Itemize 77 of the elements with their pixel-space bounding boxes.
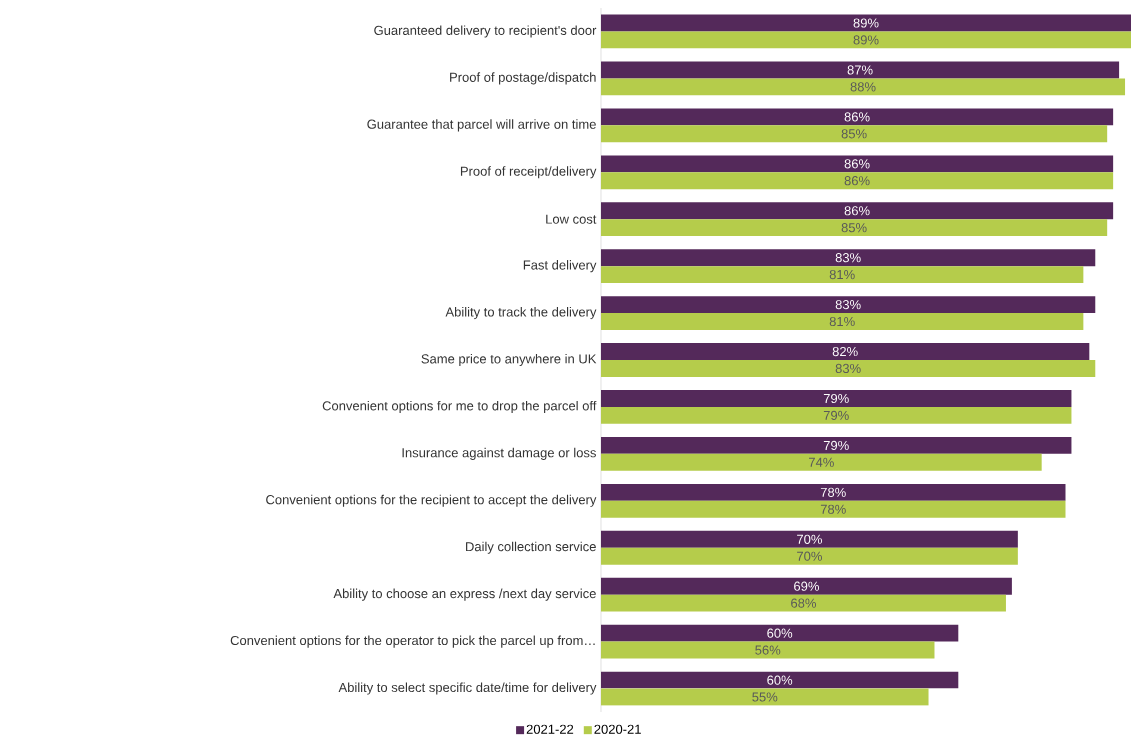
bar xyxy=(601,671,959,689)
data-label: 86% xyxy=(844,176,870,186)
y-tick-label: Guaranteed delivery to recipient's door xyxy=(374,25,597,38)
bar xyxy=(601,577,1012,595)
bar xyxy=(601,202,1114,220)
data-label: 89% xyxy=(853,35,879,45)
data-label: 88% xyxy=(850,82,876,92)
data-label: 86% xyxy=(844,206,870,216)
bar xyxy=(601,172,1114,190)
data-label: 86% xyxy=(844,112,870,122)
y-tick-label: Convenient options for the recipient to accept the delivery xyxy=(266,494,597,507)
y-tick-label: Ability to select specific date/time for delivery xyxy=(338,682,597,695)
y-tick-label: Low cost xyxy=(546,214,597,224)
data-label: 68% xyxy=(791,598,817,608)
legend-label: 2021-22 xyxy=(526,724,574,734)
bar xyxy=(601,453,1042,471)
bar xyxy=(601,31,1131,49)
bar xyxy=(601,78,1126,96)
bar xyxy=(601,390,1072,407)
data-label: 82% xyxy=(832,346,858,357)
data-label: 78% xyxy=(820,504,846,514)
bar xyxy=(601,343,1090,361)
bar xyxy=(601,313,1084,330)
y-tick-label: Insurance against damage or loss xyxy=(402,447,596,460)
bar xyxy=(601,155,1114,173)
data-label: 79% xyxy=(823,440,849,451)
bar xyxy=(601,296,1096,314)
data-label: 87% xyxy=(847,65,873,75)
data-label: 83% xyxy=(835,363,861,374)
y-tick-label: Ability to track the delivery xyxy=(445,307,597,320)
y-tick-label: Convenient options for me to drop the parcel off xyxy=(322,400,597,413)
y-tick-label: Guarantee that parcel will arrive on time xyxy=(367,119,596,132)
bar xyxy=(601,594,1006,612)
bar xyxy=(601,436,1072,454)
y-tick-label: Same price to anywhere in UK xyxy=(421,353,597,367)
data-label: 85% xyxy=(841,129,867,139)
bar xyxy=(601,266,1084,284)
bar xyxy=(601,360,1096,377)
data-label: 60% xyxy=(767,675,793,685)
bar xyxy=(601,547,1018,565)
data-label: 81% xyxy=(829,269,855,280)
y-tick-label: Convenient options for the operator to pick the parcel up from… xyxy=(230,635,595,648)
data-label: 74% xyxy=(809,457,834,467)
data-label: 81% xyxy=(829,316,855,327)
bar xyxy=(601,688,929,706)
bar xyxy=(601,125,1108,143)
data-label: 55% xyxy=(752,692,778,702)
data-label: 86% xyxy=(844,159,870,169)
y-tick-label: Proof of postage/dispatch xyxy=(450,72,596,85)
data-label: 70% xyxy=(797,534,822,544)
bar xyxy=(601,219,1108,237)
data-label: 83% xyxy=(835,253,861,263)
bar xyxy=(601,483,1066,501)
y-tick-label: Ability to choose an express /next day service xyxy=(333,588,596,601)
bar xyxy=(601,61,1120,79)
data-label: 79% xyxy=(823,393,849,404)
y-tick-label: Daily collection service xyxy=(466,541,596,554)
legend-label: 2020-21 xyxy=(594,724,641,734)
bar xyxy=(601,624,959,642)
data-label: 60% xyxy=(767,628,793,638)
y-tick-label: Fast delivery xyxy=(523,260,597,273)
data-label: 79% xyxy=(823,410,849,420)
y-tick-label: Proof of receipt/delivery xyxy=(460,166,597,179)
data-label: 70% xyxy=(797,551,822,561)
bar xyxy=(601,641,935,659)
bar xyxy=(601,108,1114,126)
bar xyxy=(601,406,1072,424)
data-label: 69% xyxy=(794,581,819,591)
data-label: 78% xyxy=(820,487,846,497)
data-label: 83% xyxy=(835,300,861,310)
data-label: 85% xyxy=(841,223,867,233)
data-label: 56% xyxy=(755,645,781,655)
bar xyxy=(601,249,1096,267)
data-label: 89% xyxy=(853,18,879,28)
bar xyxy=(601,14,1131,32)
bar xyxy=(601,530,1018,548)
bar xyxy=(601,500,1066,518)
